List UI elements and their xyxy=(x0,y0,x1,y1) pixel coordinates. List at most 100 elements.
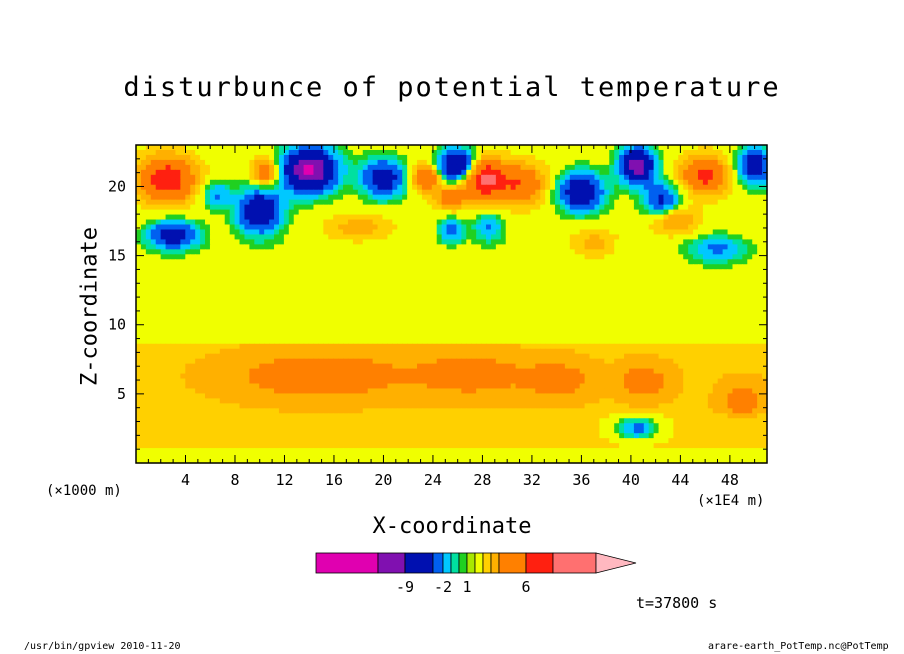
field-cell xyxy=(150,284,157,290)
field-cell xyxy=(668,204,674,211)
field-cell xyxy=(219,234,226,241)
field-cell xyxy=(180,269,186,275)
field-cell xyxy=(747,244,753,250)
field-cell xyxy=(707,209,714,216)
field-cell xyxy=(515,154,522,161)
field-cell xyxy=(229,219,236,226)
field-cell xyxy=(170,169,177,176)
field-cell xyxy=(486,145,492,151)
field-cell xyxy=(614,199,620,206)
field-cell xyxy=(535,274,541,280)
field-cell xyxy=(219,269,226,275)
field-cell xyxy=(249,229,255,236)
field-cell xyxy=(559,214,566,221)
field-cell xyxy=(722,199,729,206)
field-cell xyxy=(732,318,739,325)
field-cell xyxy=(372,145,379,151)
field-cell xyxy=(288,189,295,196)
field-cell xyxy=(555,333,561,340)
field-cell xyxy=(752,239,758,245)
field-cell xyxy=(525,164,531,171)
field-cell xyxy=(274,274,280,280)
field-cell xyxy=(752,169,758,176)
field-cell xyxy=(283,264,290,270)
field-cell xyxy=(387,174,393,181)
field-cell xyxy=(313,234,319,241)
field-cell xyxy=(392,204,398,211)
field-cell xyxy=(673,323,679,330)
field-cell xyxy=(663,279,670,285)
field-cell xyxy=(145,328,152,335)
field-cell xyxy=(145,294,152,300)
field-cell xyxy=(481,174,487,181)
field-cell xyxy=(165,304,172,310)
field-cell xyxy=(614,304,620,310)
field-cell xyxy=(313,244,319,250)
field-cell xyxy=(545,279,551,285)
field-cell xyxy=(431,328,438,335)
field-cell xyxy=(136,304,142,310)
field-cell xyxy=(254,333,260,340)
field-cell xyxy=(762,244,768,250)
field-cell xyxy=(658,264,665,270)
field-cell xyxy=(318,174,324,181)
field-cell xyxy=(293,304,300,310)
field-cell xyxy=(624,279,630,285)
field-cell xyxy=(707,254,714,260)
field-cell xyxy=(367,323,374,330)
field-cell xyxy=(397,199,403,206)
field-cell xyxy=(515,279,522,285)
field-cell xyxy=(456,294,462,300)
field-cell xyxy=(269,254,275,260)
field-cell xyxy=(254,264,260,270)
field-cell xyxy=(412,229,418,236)
field-cell xyxy=(569,145,576,151)
field-cell xyxy=(673,219,679,226)
field-cell xyxy=(451,299,458,305)
field-cell xyxy=(377,244,384,250)
field-cell xyxy=(244,294,250,300)
field-cell xyxy=(318,259,324,265)
field-cell xyxy=(347,145,354,151)
field-cell xyxy=(436,294,443,300)
field-cell xyxy=(633,259,640,265)
field-cell xyxy=(663,323,670,330)
field-cell xyxy=(648,194,655,201)
field-cell xyxy=(229,154,236,161)
field-cell xyxy=(451,149,458,156)
field-cell xyxy=(456,328,462,335)
field-cell xyxy=(362,154,369,161)
field-cell xyxy=(540,289,546,295)
field-cell xyxy=(333,219,339,226)
field-cell xyxy=(762,179,768,186)
field-cell xyxy=(347,224,354,231)
field-cell xyxy=(160,269,167,275)
field-cell xyxy=(599,229,605,236)
field-cell xyxy=(614,323,620,330)
field-cell xyxy=(722,224,729,231)
field-cell xyxy=(175,164,181,171)
field-cell xyxy=(604,189,610,196)
field-cell xyxy=(762,249,768,255)
field-cell xyxy=(599,318,605,325)
field-cell xyxy=(343,189,349,196)
field-cell xyxy=(426,229,433,236)
field-cell xyxy=(683,249,689,255)
field-cell xyxy=(234,318,241,325)
field-cell xyxy=(688,318,694,325)
field-cell xyxy=(471,269,477,275)
field-cell xyxy=(545,239,551,245)
field-cell xyxy=(693,189,699,196)
field-cell xyxy=(535,154,541,161)
field-cell xyxy=(338,284,344,290)
field-cell xyxy=(540,194,546,201)
field-cell xyxy=(382,164,389,171)
field-cell xyxy=(471,209,477,216)
field-cell xyxy=(441,214,448,221)
field-cell xyxy=(180,179,186,186)
field-cell xyxy=(727,244,734,250)
field-cell xyxy=(402,214,408,221)
field-cell xyxy=(545,149,551,156)
field-cell xyxy=(520,204,527,211)
field-cell xyxy=(214,209,221,216)
